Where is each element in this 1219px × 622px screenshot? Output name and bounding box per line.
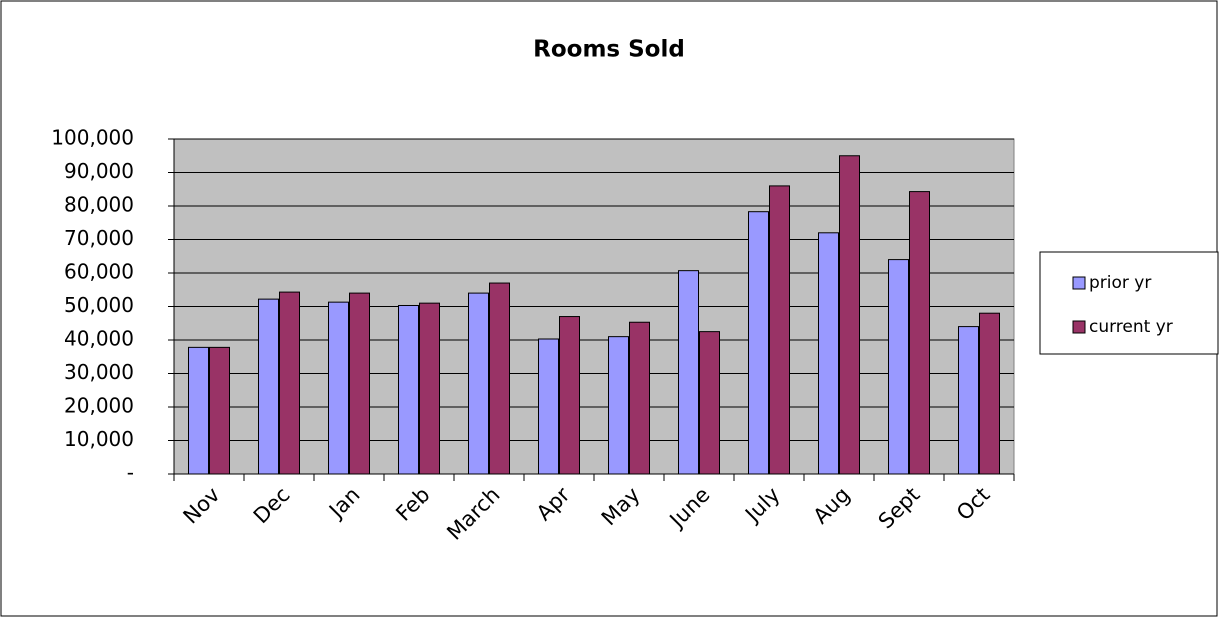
bar: [419, 302, 440, 475]
y-tick-label: 30,000: [64, 360, 134, 384]
bar: [258, 298, 279, 475]
legend-box: [1039, 251, 1219, 355]
bar: [209, 346, 230, 475]
y-tick-label: 70,000: [64, 226, 134, 250]
bar: [608, 336, 629, 475]
bar: [489, 282, 510, 475]
bar: [958, 326, 979, 475]
bar: [888, 259, 909, 475]
y-tick-label: -: [127, 461, 134, 485]
bar: [468, 292, 489, 475]
y-tick-label: 80,000: [64, 193, 134, 217]
bar: [699, 331, 720, 475]
bar: [398, 304, 419, 475]
bar: [279, 291, 300, 475]
bar: [979, 312, 1000, 475]
bar: [839, 155, 860, 475]
bar: [748, 211, 769, 475]
y-tick-label: 100,000: [51, 126, 134, 150]
bar: [559, 316, 580, 475]
legend-swatch: [1072, 320, 1086, 334]
legend-label: current yr: [1089, 317, 1173, 337]
bar: [769, 185, 790, 475]
bar: [909, 191, 930, 475]
y-tick-label: 10,000: [64, 427, 134, 451]
bar: [328, 301, 349, 475]
y-tick-label: 50,000: [64, 293, 134, 317]
bar: [818, 232, 839, 475]
legend-swatch: [1072, 276, 1086, 290]
bar: [538, 338, 559, 475]
y-tick-label: 90,000: [64, 159, 134, 183]
y-tick-label: 60,000: [64, 260, 134, 284]
bar: [349, 292, 370, 475]
y-tick-label: 20,000: [64, 394, 134, 418]
chart-title: Rooms Sold: [533, 37, 685, 63]
bar: [629, 321, 650, 475]
legend-label: prior yr: [1089, 273, 1151, 293]
bar: [188, 346, 209, 475]
y-tick-label: 40,000: [64, 327, 134, 351]
bar: [678, 270, 699, 475]
